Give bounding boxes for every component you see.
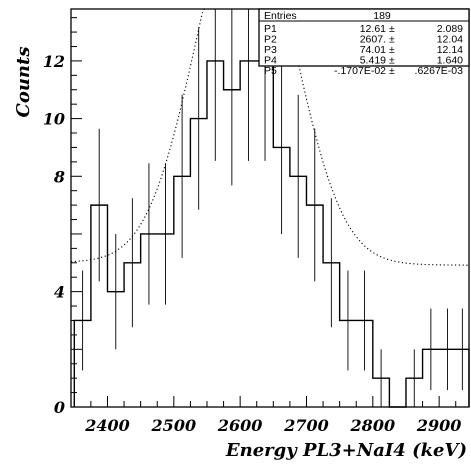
stats-pm-symbol: ± bbox=[389, 55, 395, 67]
stats-param-value: 5.419 bbox=[360, 55, 386, 67]
stats-param-value: -.1707E-02 bbox=[334, 65, 386, 77]
y-tick-label: 0 bbox=[54, 398, 65, 417]
stats-entries-value: 189 bbox=[373, 10, 391, 22]
stats-param-name: P4 bbox=[264, 55, 277, 67]
stats-param-name: P2 bbox=[264, 34, 277, 46]
x-axis-title: Energy PL3+NaI4 (keV) bbox=[225, 440, 467, 461]
y-tick-label: 10 bbox=[43, 110, 65, 129]
y-tick-label: 4 bbox=[54, 283, 65, 302]
stats-pm-symbol: ± bbox=[389, 44, 395, 56]
y-tick-label: 8 bbox=[53, 167, 65, 186]
stats-entries-label: Entries bbox=[264, 10, 297, 22]
x-tick-label: 2900 bbox=[416, 416, 462, 435]
x-tick-label: 2400 bbox=[84, 416, 130, 435]
stats-box-frame bbox=[258, 8, 470, 67]
fit-curve-layer bbox=[70, 8, 469, 266]
x-tick-label: 2600 bbox=[217, 416, 263, 435]
stats-param-error: 12.04 bbox=[437, 34, 463, 46]
x-tick-label: 2500 bbox=[151, 416, 197, 435]
axes-layer: 2400 2500 2600 2700 2800 2900 0 4 8 10 12 bbox=[43, 17, 462, 435]
x-tick-label: 2700 bbox=[283, 416, 329, 435]
y-tick-label: 12 bbox=[43, 52, 65, 71]
stats-param-name: P3 bbox=[264, 44, 277, 56]
stats-pm-symbol: ± bbox=[389, 34, 395, 46]
stats-param-error: .6267E-03 bbox=[415, 65, 464, 77]
error-bars-layer bbox=[82, 9, 463, 407]
stats-param-error: 1.640 bbox=[437, 55, 463, 67]
stats-pm-symbol: ± bbox=[389, 23, 395, 35]
stats-param-name: P5 bbox=[264, 65, 277, 77]
stats-param-value: 12.61 bbox=[360, 23, 386, 35]
y-axis-title: Counts bbox=[13, 47, 34, 118]
stats-param-value: 2607. bbox=[360, 34, 386, 46]
stats-param-error: 2.089 bbox=[437, 23, 463, 35]
stats-param-value: 74.01 bbox=[360, 44, 386, 56]
stats-param-error: 12.14 bbox=[437, 44, 463, 56]
fit-curve bbox=[70, 8, 469, 266]
stats-param-name: P1 bbox=[264, 23, 277, 35]
stats-pm-symbol: ± bbox=[389, 65, 395, 77]
x-tick-label: 2800 bbox=[350, 416, 396, 435]
